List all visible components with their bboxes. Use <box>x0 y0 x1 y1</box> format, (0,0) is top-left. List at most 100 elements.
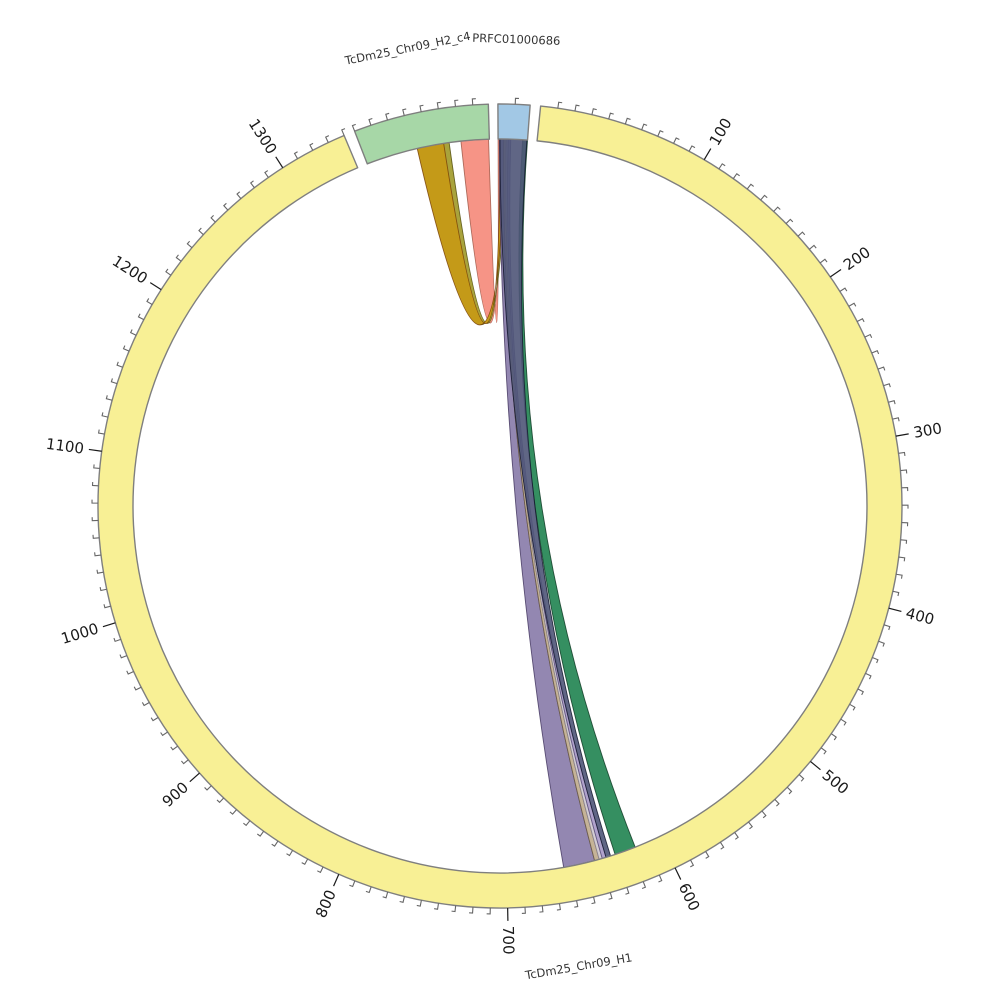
minor-tick <box>365 886 372 894</box>
minor-tick <box>94 552 102 557</box>
minor-tick <box>91 499 99 504</box>
minor-tick <box>797 231 806 237</box>
minor-tick <box>901 486 909 492</box>
minor-tick <box>175 254 182 262</box>
major-tick <box>830 269 842 278</box>
minor-tick <box>271 840 279 847</box>
minor-tick <box>419 104 424 112</box>
minor-tick <box>309 142 314 151</box>
minor-tick <box>760 194 768 201</box>
minor-tick <box>198 227 204 236</box>
minor-tick <box>101 412 109 418</box>
minor-tick <box>165 268 172 276</box>
tick-label-1000: 1000 <box>59 619 101 647</box>
major-tick <box>88 448 102 452</box>
minor-tick <box>137 313 145 321</box>
major-tick <box>895 433 909 437</box>
minor-tick <box>718 163 726 170</box>
segment-name-label: TcDm25_Chr09_H2_c4 <box>343 29 472 68</box>
minor-tick <box>293 151 299 159</box>
tick-label-1200: 1200 <box>109 252 151 288</box>
minor-tick <box>898 556 906 562</box>
minor-tick <box>574 900 579 908</box>
minor-tick <box>871 349 880 355</box>
minor-tick <box>773 206 781 212</box>
minor-tick <box>170 745 178 751</box>
segment-arc-PRFC01000686 <box>497 103 531 141</box>
minor-tick <box>454 99 459 107</box>
tick-label-500: 500 <box>819 766 853 798</box>
minor-tick <box>641 881 647 889</box>
minor-tick <box>385 112 390 121</box>
minor-tick <box>210 215 216 223</box>
minor-tick <box>249 180 255 189</box>
minor-tick <box>243 820 251 827</box>
minor-tick <box>150 717 159 722</box>
minor-tick <box>469 907 474 914</box>
minor-tick <box>864 333 873 338</box>
minor-tick <box>286 850 294 857</box>
minor-tick <box>892 590 900 597</box>
minor-tick <box>591 108 597 115</box>
minor-tick <box>865 672 872 680</box>
tick-label-900: 900 <box>159 778 192 810</box>
minor-tick <box>382 891 389 899</box>
minor-tick <box>126 670 134 675</box>
minor-tick <box>133 686 142 691</box>
minor-tick <box>574 104 580 112</box>
minor-tick <box>608 112 614 120</box>
minor-tick <box>256 830 265 837</box>
minor-tick <box>351 123 356 132</box>
major-tick <box>333 874 340 887</box>
minor-tick <box>146 298 153 305</box>
minor-tick <box>819 258 828 264</box>
minor-tick <box>236 191 242 199</box>
tick-label-300: 300 <box>912 419 943 442</box>
minor-tick <box>746 183 754 190</box>
minor-tick <box>96 569 104 574</box>
minor-tick <box>878 640 885 647</box>
minor-tick <box>901 504 909 509</box>
minor-tick <box>591 896 596 905</box>
minor-tick <box>557 101 563 109</box>
minor-tick <box>521 907 526 914</box>
minor-tick <box>883 383 891 388</box>
minor-tick <box>99 586 107 592</box>
minor-tick <box>122 345 130 352</box>
major-tick <box>703 148 712 161</box>
tick-label-200: 200 <box>840 243 874 274</box>
minor-tick <box>186 240 193 249</box>
minor-tick <box>608 892 613 900</box>
minor-tick <box>896 573 903 579</box>
tick-label-100: 100 <box>706 115 736 149</box>
minor-tick <box>93 464 100 470</box>
minor-tick <box>486 907 491 915</box>
minor-tick <box>105 395 113 401</box>
major-tick <box>149 282 162 291</box>
minor-tick <box>809 244 817 250</box>
minor-tick <box>103 604 111 609</box>
minor-tick <box>341 128 346 136</box>
major-tick <box>189 772 200 783</box>
minor-tick <box>129 329 137 336</box>
minor-tick <box>719 841 725 850</box>
minor-tick <box>877 366 886 371</box>
minor-tick <box>116 361 123 368</box>
minor-tick <box>774 799 780 807</box>
minor-tick <box>888 400 896 405</box>
minor-tick <box>556 903 561 911</box>
minor-tick <box>658 874 663 883</box>
minor-tick <box>786 786 793 795</box>
segment-name-label: TcDm25_Chr09_H1 <box>523 950 633 982</box>
minor-tick <box>901 521 909 527</box>
minor-tick <box>857 688 865 696</box>
minor-tick <box>301 858 309 866</box>
tick-label-700: 700 <box>499 926 518 955</box>
minor-tick <box>872 656 879 664</box>
minor-tick <box>223 202 229 211</box>
minor-tick <box>324 135 330 143</box>
minor-tick <box>688 145 696 152</box>
minor-tick <box>732 172 740 179</box>
